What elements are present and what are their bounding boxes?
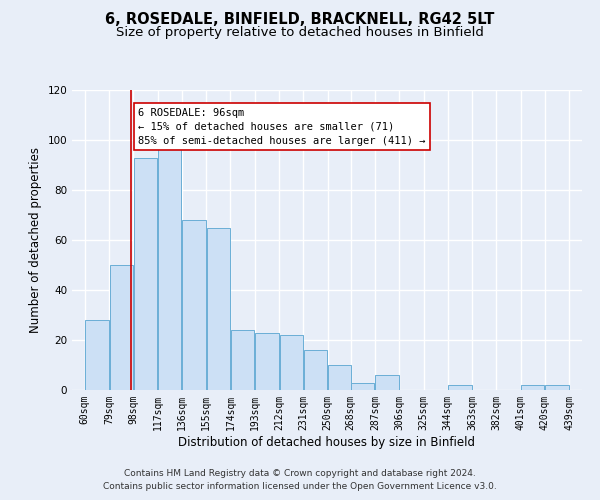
Y-axis label: Number of detached properties: Number of detached properties [29, 147, 42, 333]
Bar [207, 228, 230, 390]
Text: Contains public sector information licensed under the Open Government Licence v3: Contains public sector information licen… [103, 482, 497, 491]
X-axis label: Distribution of detached houses by size in Binfield: Distribution of detached houses by size … [179, 436, 476, 448]
Bar [85, 320, 109, 390]
Text: Size of property relative to detached houses in Binfield: Size of property relative to detached ho… [116, 26, 484, 39]
Bar [158, 148, 181, 390]
Bar [448, 385, 472, 390]
Bar [304, 350, 327, 390]
Text: 6 ROSEDALE: 96sqm
← 15% of detached houses are smaller (71)
85% of semi-detached: 6 ROSEDALE: 96sqm ← 15% of detached hous… [139, 108, 426, 146]
Bar [280, 335, 303, 390]
Bar [255, 332, 278, 390]
Bar [231, 330, 254, 390]
Bar [110, 265, 133, 390]
Bar [545, 385, 569, 390]
Text: Contains HM Land Registry data © Crown copyright and database right 2024.: Contains HM Land Registry data © Crown c… [124, 468, 476, 477]
Bar [182, 220, 206, 390]
Bar [351, 382, 374, 390]
Bar [134, 158, 157, 390]
Bar [376, 375, 399, 390]
Text: 6, ROSEDALE, BINFIELD, BRACKNELL, RG42 5LT: 6, ROSEDALE, BINFIELD, BRACKNELL, RG42 5… [106, 12, 494, 28]
Bar [328, 365, 352, 390]
Bar [521, 385, 544, 390]
